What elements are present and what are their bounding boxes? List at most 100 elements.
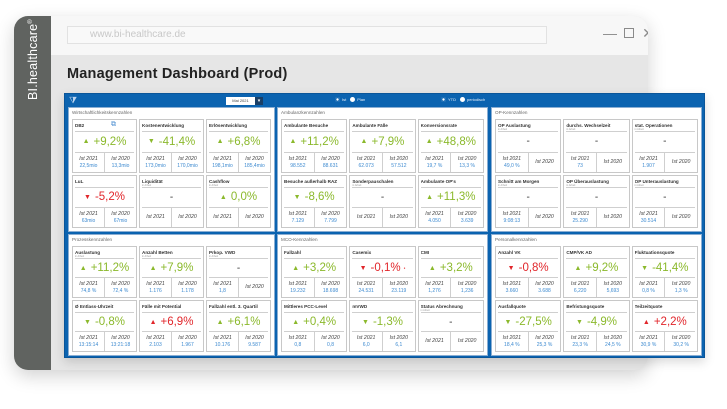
kpi-card[interactable]: OP Auslastung in Arbeit - Ist 2021 49,0 % Ist… [495, 119, 562, 173]
kpi-card[interactable]: Anzahl VK ▼ -0,8% Ist 2021 3.660 Ist 2020 3.68… [495, 246, 562, 298]
card-header: Fallzahl entl. 3. Quartil [209, 301, 268, 313]
kpi-card[interactable]: stat. Operationen in Arbeit - Ist 2021 1.907… [631, 119, 698, 173]
kpi-card[interactable]: Fluktuationsquote ▼ -41,4% Ist 2021 0,8 % Ist… [631, 246, 698, 298]
ist-2020-label: Ist 2020 [457, 211, 477, 217]
ist-2021-label: Ist 2021 [425, 155, 444, 162]
ist-plan-toggle: Ist Plan [335, 97, 365, 102]
kpi-percent: -5,2% [94, 191, 125, 204]
kpi-card[interactable]: Erlösentwicklung ▲ +6,8% Ist 2021 198,1mio Is… [206, 119, 271, 173]
kpi-card[interactable]: CMI ▲ +3,2% Ist 2021 1,276 Ist 2020 1,236 [417, 246, 484, 298]
kpi-card[interactable]: Fallzahl ▲ +3,2% Ist 2021 19.232 Ist 2020 18.6… [281, 246, 348, 298]
kpi-card[interactable]: Sonderpauschalen in Arbeit - Ist 2021 Ist 20… [349, 174, 416, 228]
ist-2021-label: Ist 2021 [356, 214, 376, 220]
kpi-card[interactable]: durchs. Wechselzeit in Arbeit - Ist 2021 73 I… [563, 119, 630, 173]
kpi-card[interactable]: Befristungsquote ▼ -4,9% Ist 2021 23,3 % Ist … [563, 300, 630, 352]
close-button[interactable]: ✕ [642, 25, 648, 41]
ist-2020-label: Ist 2020 [457, 338, 477, 344]
kpi-card[interactable]: Casemix ▼ -0,1% ● Ist 2021 24.531 Ist 2020 23.1… [349, 246, 416, 298]
kpi-card[interactable]: Schnitt am Morgen in Arbeit - Ist 2021 9:08:… [495, 174, 562, 228]
kpi-card[interactable]: Besuche außerhalb RAZ ▼ -8,6% Ist 2021 7.129… [281, 174, 348, 228]
filter-icon[interactable]: ⧩ [69, 95, 78, 105]
kpi-value: - [142, 188, 201, 208]
kpi-card[interactable]: OP Überauslastung in Arbeit - Ist 2021 25.29… [563, 174, 630, 228]
ist-2021: Ist 2021 [350, 208, 382, 227]
kpi-card[interactable]: Ø Entlass-Uhrzeit ▼ -0,8% Ist 2021 13:15:14 I… [72, 300, 137, 352]
kpi-card[interactable]: Teilzeitquote ▲ +2,2% Ist 2021 30,9 % Ist 202… [631, 300, 698, 352]
kpi-value: ▼ -1,3% [352, 313, 413, 332]
kpi-card[interactable]: Ambulante Besuche ▲ +11,2% Ist 2021 98.552 Is… [281, 119, 348, 173]
ist-2021: Ist 2021 30,9 % [633, 332, 665, 351]
ist-2020-label: Ist 2020 [603, 335, 623, 341]
kpi-card[interactable]: Fälle mit Potential ▲ +6,9% Ist 2021 2.103 Is… [139, 300, 204, 352]
kpi-value: ▲ +6,1% [209, 313, 268, 332]
radio-plan[interactable] [350, 97, 356, 102]
card-header: Fallzahl [284, 247, 345, 259]
comparison-row: Ist 2021 73 Ist 2020 [564, 152, 628, 172]
ist-2020: Ist 2020 30,2 % [664, 332, 697, 351]
kpi-grid: DB2 ⧉ ▲ +9,2% Ist 2021 22,5mio Ist 2020 13,3mio… [72, 119, 271, 228]
kpi-percent: -27,5% [515, 316, 552, 328]
ist-2020-label: Ist 2020 [671, 214, 691, 220]
comparison-row: Ist 2021 0,8 % Ist 2020 1,3 % [633, 278, 697, 297]
ist-2020: Ist 2020 6,1 [382, 332, 415, 351]
radio-ist[interactable] [335, 97, 340, 102]
kpi-card[interactable]: Ausfallquote ▼ -27,5% Ist 2021 18,4 % Ist 202… [495, 300, 562, 352]
month-value[interactable]: Mai 2021 [226, 97, 255, 105]
comparison-row: Ist 2021 23,3 % Ist 2020 24,5 % [564, 332, 628, 351]
kpi-percent: - [526, 136, 530, 148]
kpi-card[interactable]: mVWD ▼ -1,3% Ist 2021 6,0 Ist 2020 6,1 [349, 300, 416, 352]
kpi-card[interactable]: Prkop. VWD in Arbeit - Ist 2021 1,8 Ist 2020 [206, 246, 271, 298]
card-title: Fluktuationsquote [634, 250, 675, 255]
kpi-card[interactable]: Cashflow in Arbeit ▲ 0,0% Ist 2021 Ist 2020 [206, 174, 271, 228]
card-header: Erlösentwicklung [209, 120, 268, 132]
kpi-card[interactable]: Fallzahl entl. 3. Quartil ▲ +6,1% Ist 2021 1… [206, 300, 271, 352]
comparison-row: Ist 2021 18,4 % Ist 2020 25,3 % [496, 332, 560, 351]
ist-2021-value: 30,9 % [640, 342, 657, 348]
ist-2021: Ist 2021 3.660 [496, 278, 528, 297]
ist-2020-value: 6,1 [395, 342, 403, 348]
card-header: Prkop. VWD in Arbeit [209, 247, 268, 259]
kpi-card[interactable]: DB2 ⧉ ▲ +9,2% Ist 2021 22,5mio Ist 2020 13,3mio [72, 119, 137, 173]
kpi-value: ▲ +6,8% [209, 132, 268, 153]
kpi-percent: -41,4% [652, 262, 689, 274]
card-header: mVWD [352, 301, 413, 313]
kpi-card[interactable]: LuL ▼ -5,2% Ist 2021 63mio Ist 2020 67mio [72, 174, 137, 228]
kpi-card[interactable]: Status Abrechnung in Arbeit - Ist 2021 Ist 2… [417, 300, 484, 352]
month-select[interactable]: Mai 2021 ▾ [226, 97, 263, 105]
kpi-card[interactable]: Liquidität in Arbeit - Ist 2021 Ist 2020 [139, 174, 204, 228]
ist-2021-label: Ist 2021 [639, 335, 658, 341]
ist-2020-label: Ist 2020 [457, 155, 477, 162]
card-header: Konversionsrate [420, 120, 481, 132]
kpi-card[interactable]: CMP/VK AD ▲ +9,2% Ist 2021 6,220 Ist 2020 5,69… [563, 246, 630, 298]
kpi-card[interactable]: Ambulante OP's ▲ +11,3% Ist 2021 4.050 Ist 20… [417, 174, 484, 228]
radio-periodisch[interactable] [460, 97, 465, 102]
kpi-card[interactable]: Kostenentwicklung ▼ -41,4% Ist 2021 173,0mio… [139, 119, 204, 173]
card-title: stat. Operationen [634, 123, 673, 128]
kpi-card[interactable]: Konversionsrate ▲ +48,8% Ist 2021 19,7 % Ist … [417, 119, 484, 173]
kpi-card[interactable]: Auslastung in Arbeit ▲ +11,2% Ist 2021 74,8 %… [72, 246, 137, 298]
card-subtitle: in Arbeit [75, 255, 85, 258]
ist-2021: Ist 2021 [207, 208, 238, 227]
kpi-value: ▲ +2,2% [634, 313, 695, 332]
kpi-card[interactable]: Ambulante Fälle ▲ +7,9% Ist 2021 62.073 Ist 2… [349, 119, 416, 173]
minimize-button[interactable]: — [603, 25, 617, 41]
ist-2020-value: 170,0mio [177, 162, 198, 169]
kpi-card[interactable]: Anzahl Betten in Arbeit ▲ +7,9% Ist 2021 1.17… [139, 246, 204, 298]
ist-2021-label: Ist 2021 [213, 335, 232, 341]
ist-2021: Ist 2021 74,8 % [73, 278, 104, 297]
ist-2021-value: 1.176 [149, 288, 162, 294]
kpi-card[interactable]: OP Unterauslastung in Arbeit - Ist 2021 30.5… [631, 174, 698, 228]
maximize-button[interactable] [622, 26, 636, 40]
comparison-row: Ist 2021 7.129 Ist 2020 7.799 [282, 208, 346, 227]
ist-2020-value: 13:21:18 [110, 342, 131, 348]
kpi-card[interactable]: Mittleres PCC-Level ▲ +0,4% Ist 2021 0,8 Ist … [281, 300, 348, 352]
ist-2021-label: Ist 2021 [213, 281, 232, 287]
section-pers: Personalkennzahlen Anzahl VK ▼ -0,8% Ist 202… [491, 234, 702, 356]
url-bar[interactable]: www.bi-healthcare.de [67, 26, 547, 44]
card-header: Befristungsquote [566, 301, 627, 313]
chevron-down-icon[interactable]: ▾ [255, 97, 263, 105]
kpi-percent: -0,8% [94, 316, 125, 328]
card-subtitle: in Arbeit [142, 255, 152, 258]
external-link-icon[interactable]: ⧉ [111, 121, 116, 128]
radio-ytd[interactable] [441, 97, 446, 102]
